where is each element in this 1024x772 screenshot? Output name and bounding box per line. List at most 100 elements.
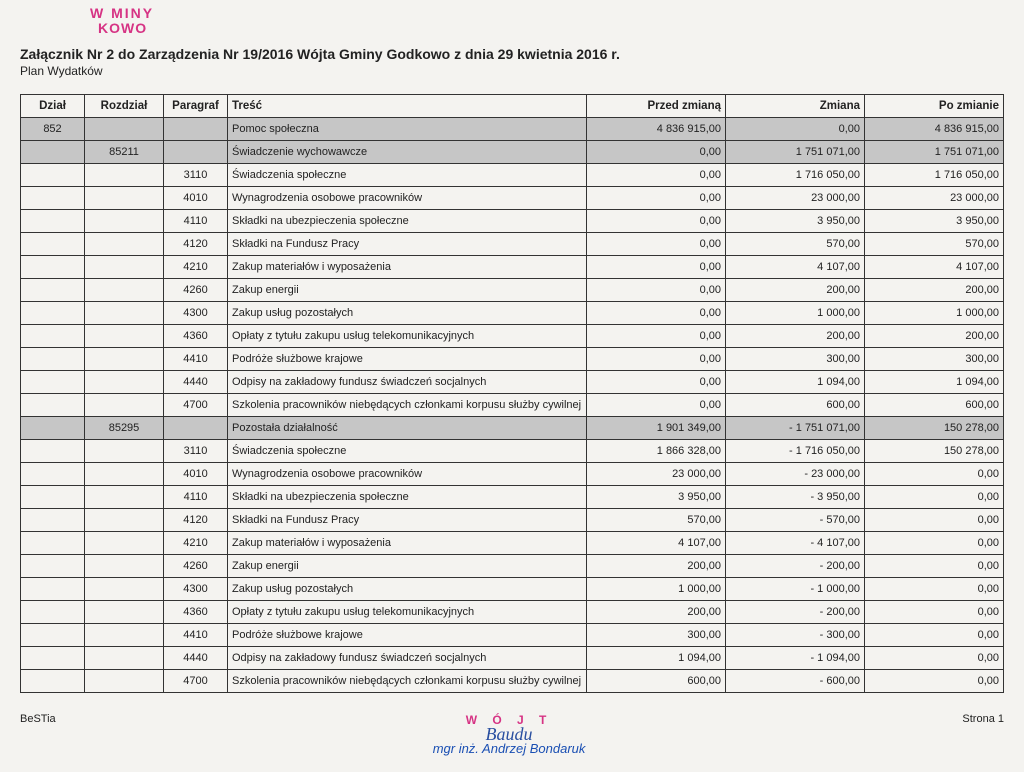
cell-zmiana: - 1 716 050,00 (726, 440, 865, 463)
cell-przed: 0,00 (587, 302, 726, 325)
table-row: 4120Składki na Fundusz Pracy0,00570,0057… (21, 233, 1004, 256)
col-dzial: Dział (21, 95, 85, 118)
cell-przed: 0,00 (587, 233, 726, 256)
cell-zmiana: 3 950,00 (726, 210, 865, 233)
cell-paragraf (164, 417, 228, 440)
cell-tresc: Zakup usług pozostałych (228, 302, 587, 325)
cell-rozdzial (85, 302, 164, 325)
doc-subtitle: Plan Wydatków (20, 64, 1004, 78)
cell-zmiana: 570,00 (726, 233, 865, 256)
cell-dzial (21, 348, 85, 371)
cell-zmiana: - 23 000,00 (726, 463, 865, 486)
cell-przed: 4 107,00 (587, 532, 726, 555)
cell-zmiana: - 3 950,00 (726, 486, 865, 509)
cell-paragraf: 4410 (164, 624, 228, 647)
cell-przed: 4 836 915,00 (587, 118, 726, 141)
cell-paragraf (164, 141, 228, 164)
cell-rozdzial (85, 233, 164, 256)
cell-dzial (21, 555, 85, 578)
table-row: 3110Świadczenia społeczne1 866 328,00- 1… (21, 440, 1004, 463)
cell-dzial (21, 210, 85, 233)
cell-tresc: Zakup materiałów i wyposażenia (228, 256, 587, 279)
cell-paragraf: 4700 (164, 670, 228, 693)
budget-table: Dział Rozdział Paragraf Treść Przed zmia… (20, 94, 1004, 693)
cell-rozdzial (85, 256, 164, 279)
cell-zmiana: - 600,00 (726, 670, 865, 693)
sig-scribble: Baudu (433, 727, 586, 741)
cell-tresc: Podróże służbowe krajowe (228, 348, 587, 371)
cell-paragraf: 4360 (164, 325, 228, 348)
cell-dzial (21, 394, 85, 417)
cell-zmiana: 0,00 (726, 118, 865, 141)
signature-block: W Ó J T Baudu mgr inż. Andrzej Bondaruk (433, 713, 586, 756)
cell-przed: 0,00 (587, 164, 726, 187)
cell-dzial (21, 417, 85, 440)
table-row: 4010Wynagrodzenia osobowe pracowników23 … (21, 463, 1004, 486)
cell-paragraf: 3110 (164, 164, 228, 187)
cell-przed: 0,00 (587, 394, 726, 417)
table-row: 4260Zakup energii200,00- 200,000,00 (21, 555, 1004, 578)
cell-tresc: Podróże służbowe krajowe (228, 624, 587, 647)
cell-zmiana: 600,00 (726, 394, 865, 417)
cell-zmiana: 1 094,00 (726, 371, 865, 394)
cell-po: 1 000,00 (865, 302, 1004, 325)
cell-po: 0,00 (865, 647, 1004, 670)
cell-zmiana: 1 751 071,00 (726, 141, 865, 164)
table-row: 4360Opłaty z tytułu zakupu usług telekom… (21, 601, 1004, 624)
cell-dzial (21, 624, 85, 647)
cell-rozdzial (85, 670, 164, 693)
cell-tresc: Odpisy na zakładowy fundusz świadczeń so… (228, 647, 587, 670)
cell-tresc: Świadczenie wychowawcze (228, 141, 587, 164)
cell-zmiana: - 1 000,00 (726, 578, 865, 601)
cell-tresc: Pozostała działalność (228, 417, 587, 440)
cell-rozdzial (85, 624, 164, 647)
cell-po: 1 716 050,00 (865, 164, 1004, 187)
cell-przed: 3 950,00 (587, 486, 726, 509)
cell-przed: 23 000,00 (587, 463, 726, 486)
cell-rozdzial (85, 187, 164, 210)
cell-rozdzial (85, 578, 164, 601)
cell-zmiana: 23 000,00 (726, 187, 865, 210)
cell-paragraf: 4110 (164, 486, 228, 509)
cell-zmiana: - 1 094,00 (726, 647, 865, 670)
cell-zmiana: 200,00 (726, 325, 865, 348)
table-row: 852Pomoc społeczna4 836 915,000,004 836 … (21, 118, 1004, 141)
cell-po: 150 278,00 (865, 417, 1004, 440)
table-row: 4260Zakup energii0,00200,00200,00 (21, 279, 1004, 302)
table-row: 4440Odpisy na zakładowy fundusz świadcze… (21, 647, 1004, 670)
cell-przed: 1 901 349,00 (587, 417, 726, 440)
cell-przed: 1 000,00 (587, 578, 726, 601)
cell-dzial (21, 256, 85, 279)
cell-dzial (21, 164, 85, 187)
table-row: 4410Podróże służbowe krajowe0,00300,0030… (21, 348, 1004, 371)
cell-po: 200,00 (865, 325, 1004, 348)
table-row: 4210Zakup materiałów i wyposażenia4 107,… (21, 532, 1004, 555)
cell-dzial (21, 325, 85, 348)
cell-przed: 200,00 (587, 601, 726, 624)
cell-dzial (21, 578, 85, 601)
cell-po: 0,00 (865, 509, 1004, 532)
cell-paragraf: 4260 (164, 555, 228, 578)
cell-po: 150 278,00 (865, 440, 1004, 463)
table-row: 85211Świadczenie wychowawcze0,001 751 07… (21, 141, 1004, 164)
cell-przed: 570,00 (587, 509, 726, 532)
cell-po: 200,00 (865, 279, 1004, 302)
cell-zmiana: - 4 107,00 (726, 532, 865, 555)
cell-rozdzial (85, 118, 164, 141)
table-row: 4700Szkolenia pracowników niebędących cz… (21, 670, 1004, 693)
cell-tresc: Składki na Fundusz Pracy (228, 233, 587, 256)
cell-dzial (21, 670, 85, 693)
cell-tresc: Odpisy na zakładowy fundusz świadczeń so… (228, 371, 587, 394)
table-row: 4700Szkolenia pracowników niebędących cz… (21, 394, 1004, 417)
cell-po: 0,00 (865, 486, 1004, 509)
cell-po: 1 094,00 (865, 371, 1004, 394)
footer-right: Strona 1 (962, 713, 1004, 756)
cell-po: 0,00 (865, 670, 1004, 693)
cell-zmiana: 200,00 (726, 279, 865, 302)
cell-paragraf: 4360 (164, 601, 228, 624)
col-tresc: Treść (228, 95, 587, 118)
cell-po: 4 107,00 (865, 256, 1004, 279)
cell-paragraf: 4210 (164, 256, 228, 279)
cell-rozdzial (85, 647, 164, 670)
cell-po: 0,00 (865, 532, 1004, 555)
